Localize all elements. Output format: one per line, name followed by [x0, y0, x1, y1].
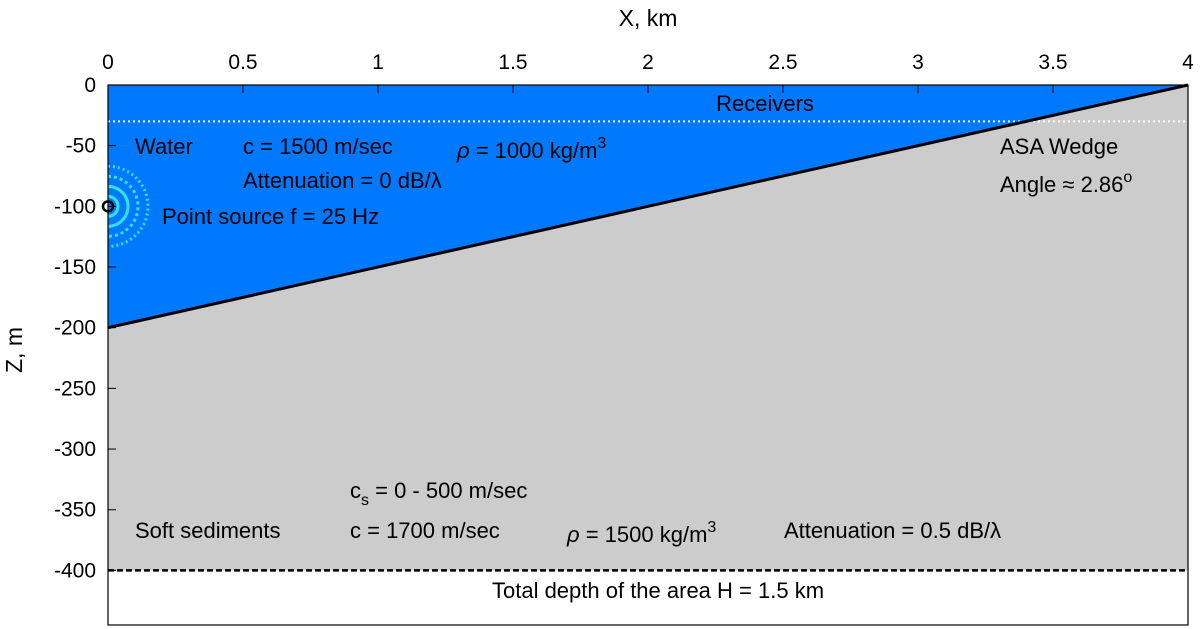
y-tick-label: -150: [54, 256, 96, 279]
y-tick-label: -350: [54, 499, 96, 522]
sediment-region: [108, 85, 1188, 571]
y-axis-label: Z, m: [1, 327, 27, 373]
x-tick-label: 4: [1182, 51, 1194, 74]
x-tick-label: 0: [102, 51, 114, 74]
x-tick-label: 3.5: [1038, 51, 1067, 74]
x-axis-label: X, km: [619, 5, 678, 31]
sediment-sound-speed: c = 1700 m/sec: [350, 518, 500, 543]
sediment-density: ρ = 1500 kg/m3: [566, 519, 716, 547]
y-tick-label: -200: [54, 317, 96, 340]
source-wave-ring: [107, 174, 140, 238]
y-tick-label: -100: [54, 195, 96, 218]
source-wave-ring: [107, 184, 130, 228]
y-tick-label: -250: [54, 377, 96, 400]
wedge-title: ASA Wedge: [1000, 134, 1118, 159]
source-wave-ring: [107, 194, 120, 218]
point-source-label: Point source f = 25 Hz: [162, 204, 379, 229]
x-tick-label: 2.5: [768, 51, 797, 74]
sediment-attenuation: Attenuation = 0.5 dB/λ: [784, 518, 1001, 543]
y-tick-label: 0: [84, 74, 96, 97]
x-tick-label: 3: [912, 51, 924, 74]
x-tick-label: 1: [372, 51, 384, 74]
y-tick-label: -300: [54, 438, 96, 461]
x-tick-label: 1.5: [498, 51, 527, 74]
y-tick-label: -400: [54, 559, 96, 582]
water-density: ρ = 1000 kg/m3: [456, 135, 606, 163]
y-tick-label: -50: [66, 135, 96, 158]
water-sound-speed: c = 1500 m/sec: [243, 134, 393, 159]
total-depth-label: Total depth of the area H = 1.5 km: [492, 578, 824, 603]
shear-speed: cs = 0 - 500 m/sec: [350, 478, 527, 509]
y-axis-ticks: 0 -50 -100 -150 -200 -250 -300 -350 -400: [54, 74, 116, 582]
x-axis-ticks: 0 0.5 1 1.5 2 2.5 3 3.5 4: [102, 51, 1194, 93]
wedge-bottom-line: [107, 83, 1189, 330]
receivers-label: Receivers: [716, 91, 814, 116]
water-attenuation: Attenuation = 0 dB/λ: [243, 168, 442, 193]
wedge-angle: Angle ≈ 2.86o: [1000, 169, 1132, 197]
x-tick-label: 2: [642, 51, 654, 74]
water-label: Water: [135, 134, 193, 159]
sediments-label: Soft sediments: [135, 518, 281, 543]
x-tick-label: 0.5: [228, 51, 257, 74]
